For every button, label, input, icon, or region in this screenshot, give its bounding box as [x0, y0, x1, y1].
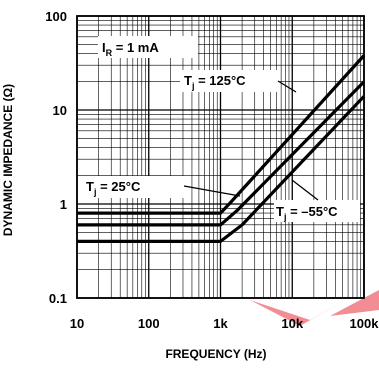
plot-frame	[76, 15, 365, 299]
series-line-1	[77, 80, 366, 227]
condition-rest: = 1 mA	[112, 40, 159, 55]
x-tick-label: 100k	[350, 316, 379, 331]
leader-m55	[291, 179, 319, 201]
x-tick-label: 1k	[213, 316, 228, 331]
y-tick-label: 100	[45, 9, 67, 24]
y-tick-label: 10	[53, 103, 67, 118]
annotations: IR = 1 mA Tj = 125°C Tj = 25°C Tj = –55°…	[82, 36, 360, 222]
x-tick-label: 100	[138, 316, 160, 331]
curves	[77, 54, 366, 243]
series-label-125: Tj = 125°C	[184, 73, 246, 91]
x-tick-labels: 10 100 1k 10k 100k	[70, 316, 379, 331]
leader-25	[183, 185, 241, 197]
series-line-2	[77, 95, 366, 243]
series-line-0	[77, 54, 366, 215]
x-tick-label: 10	[70, 316, 84, 331]
series-label-bg-25	[82, 176, 186, 198]
plot-border	[76, 15, 365, 299]
y-tick-labels: 0.1 1 10 100	[45, 9, 67, 306]
grid	[76, 15, 365, 299]
series-label-bg-125	[180, 70, 280, 92]
watermark-shape	[250, 300, 345, 326]
watermark	[250, 290, 379, 326]
condition-var: I	[102, 40, 106, 55]
condition-sub: R	[106, 48, 113, 58]
x-tick-label: 10k	[281, 316, 303, 331]
series-label-bg-m55	[274, 200, 360, 222]
leader-125	[277, 80, 297, 93]
condition-label-bg	[98, 36, 198, 58]
series-label-25: Tj = 25°C	[86, 179, 141, 197]
y-tick-label: 0.1	[49, 291, 67, 306]
y-axis-label: DYNAMIC IMPEDANCE (Ω)	[1, 84, 15, 236]
y-tick-label: 1	[60, 197, 67, 212]
x-axis-label: FREQUENCY (Hz)	[165, 347, 266, 361]
condition-label: IR = 1 mA	[102, 40, 159, 58]
series-label-m55: Tj = –55°C	[276, 204, 338, 222]
watermark-shape	[330, 290, 379, 316]
